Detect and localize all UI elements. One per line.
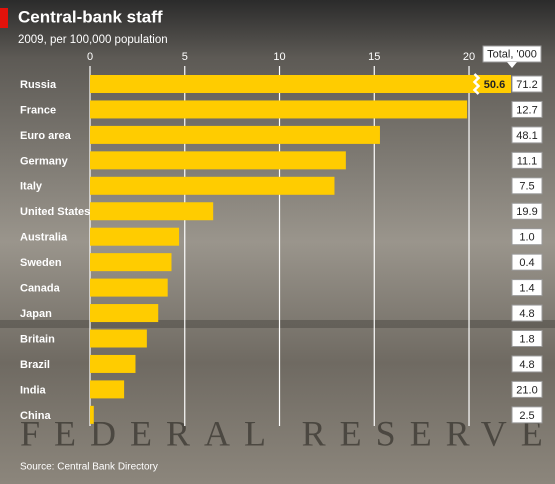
x-tick-label: 15 <box>368 51 380 63</box>
y-tick-label: Euro area <box>20 130 72 142</box>
total-box <box>511 304 543 322</box>
y-tick-label: Russia <box>20 79 57 91</box>
total-box <box>511 406 543 424</box>
bar <box>90 253 172 272</box>
totals-header: Total, '000 <box>482 45 542 68</box>
background-text: FEDERAL RESERVE <box>20 413 555 453</box>
bar <box>90 405 94 424</box>
bar <box>90 100 468 119</box>
y-tick-label: Britain <box>20 333 55 345</box>
total-box <box>511 279 543 297</box>
total-box <box>511 228 543 246</box>
y-tick-label: India <box>20 384 47 396</box>
y-tick-label: Japan <box>20 308 52 320</box>
y-tick-label: Brazil <box>20 359 50 371</box>
total-value: 1.8 <box>519 333 534 345</box>
y-tick-label: Italy <box>20 181 43 193</box>
total-box <box>511 75 543 93</box>
y-tick-label: United States <box>20 206 90 218</box>
bar <box>90 227 180 246</box>
y-tick-label: Australia <box>20 232 68 244</box>
y-tick-label: Germany <box>20 155 69 167</box>
total-value: 21.0 <box>516 384 537 396</box>
y-tick-label: Sweden <box>20 257 62 269</box>
total-box <box>511 330 543 347</box>
total-value: 48.1 <box>516 130 537 142</box>
total-value: 1.0 <box>519 232 534 244</box>
pointer <box>507 62 517 68</box>
y-tick-label: France <box>20 104 56 116</box>
subtitle: 2009, per 100,000 population <box>18 34 168 46</box>
bar <box>90 202 214 221</box>
x-tick-label: 0 <box>87 51 93 63</box>
total-box <box>511 253 543 271</box>
bar <box>90 151 346 170</box>
total-box <box>511 100 543 118</box>
total-value: 71.2 <box>516 79 537 91</box>
total-value: 4.8 <box>519 308 534 320</box>
bar <box>90 278 168 297</box>
total-box <box>511 126 543 144</box>
chart-title: Central-bank staff <box>18 7 163 26</box>
total-value: 4.8 <box>519 359 534 371</box>
bar <box>90 176 335 195</box>
totals-header-label: Total, '000 <box>487 48 537 60</box>
x-tick-label: 5 <box>182 51 188 63</box>
x-tick-label: 20 <box>463 51 475 63</box>
total-value: 11.1 <box>517 155 538 167</box>
value-label: 50.6 <box>484 79 505 91</box>
source: Source: Central Bank Directory <box>20 462 158 473</box>
total-box <box>511 177 543 195</box>
bar-break <box>472 73 481 95</box>
cornice <box>0 320 555 328</box>
total-box <box>511 151 543 169</box>
x-tick-label: 10 <box>273 51 285 63</box>
total-value: 1.4 <box>519 283 534 295</box>
total-box <box>511 380 543 398</box>
total-box <box>511 355 543 373</box>
total-value: 7.5 <box>519 181 534 193</box>
red-tag <box>0 8 8 28</box>
bar <box>90 329 147 348</box>
total-box <box>511 202 543 220</box>
total-value: 12.7 <box>516 104 537 116</box>
total-value: 0.4 <box>519 257 534 269</box>
y-tick-label: Canada <box>20 283 61 295</box>
total-value: 19.9 <box>516 206 537 218</box>
y-tick-label: China <box>20 410 51 422</box>
total-value: 2.5 <box>519 410 534 422</box>
bar <box>90 75 511 93</box>
bars <box>90 75 511 424</box>
bar <box>90 354 136 373</box>
bar <box>90 304 159 323</box>
bar <box>90 380 125 399</box>
bar <box>90 125 380 144</box>
